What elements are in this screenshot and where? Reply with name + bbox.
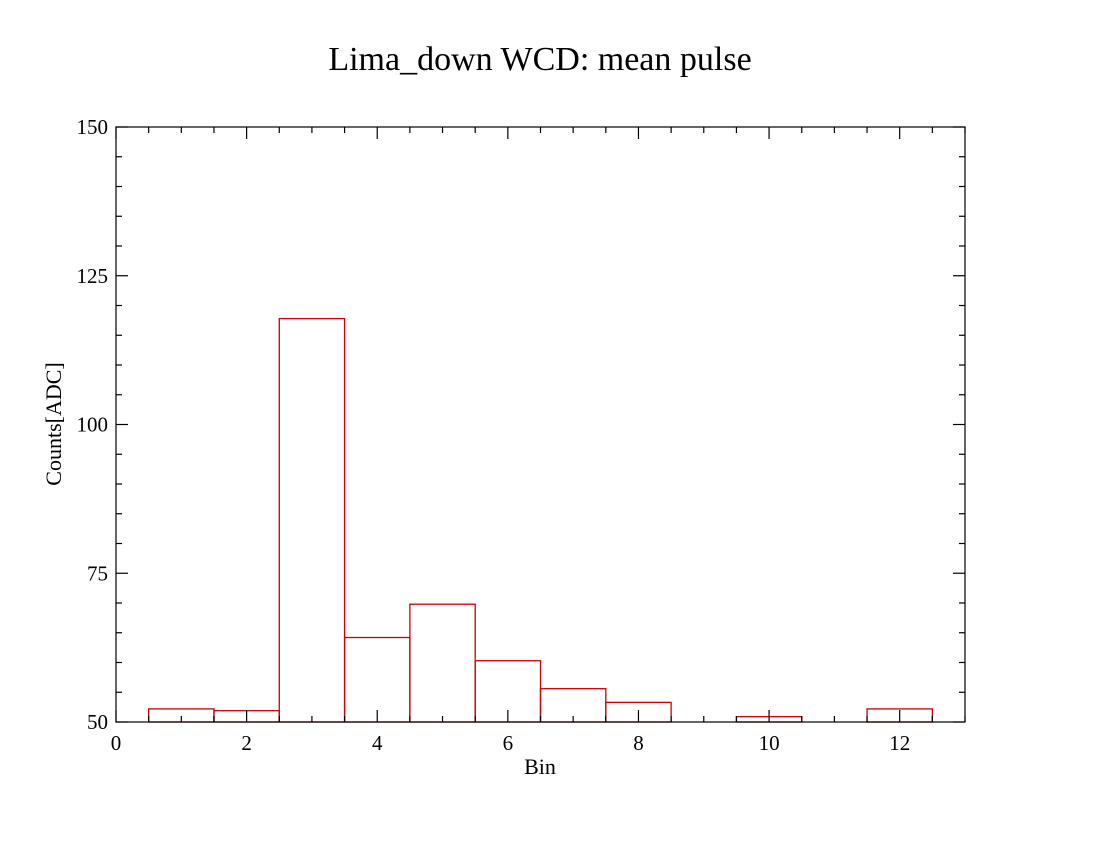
x-tick-label: 4	[372, 731, 383, 755]
y-tick-label: 75	[87, 561, 108, 585]
ticks-group	[115, 126, 966, 723]
bars-group	[148, 317, 933, 723]
y-tick-label: 125	[77, 264, 109, 288]
x-tick-label: 10	[759, 731, 780, 755]
y-axis-label: Counts[ADC]	[41, 362, 66, 485]
bar-5	[409, 603, 476, 723]
x-tick-label: 0	[111, 731, 122, 755]
y-tick-label: 150	[77, 115, 109, 139]
bar-4	[343, 636, 411, 723]
tick-labels-group: 0 2 4 6 8 10 12 50 75 100 125 150	[77, 115, 911, 755]
y-tick-label: 100	[77, 413, 109, 437]
plot-frame	[115, 126, 966, 723]
x-tick-label: 8	[633, 731, 644, 755]
x-tick-label: 2	[241, 731, 252, 755]
chart-title: Lima_down WCD: mean pulse	[328, 41, 751, 78]
y-tick-label: 50	[87, 710, 108, 734]
x-axis-label: Bin	[524, 754, 556, 779]
x-tick-label: 12	[889, 731, 910, 755]
bar-3	[278, 317, 346, 723]
x-tick-label: 6	[503, 731, 514, 755]
